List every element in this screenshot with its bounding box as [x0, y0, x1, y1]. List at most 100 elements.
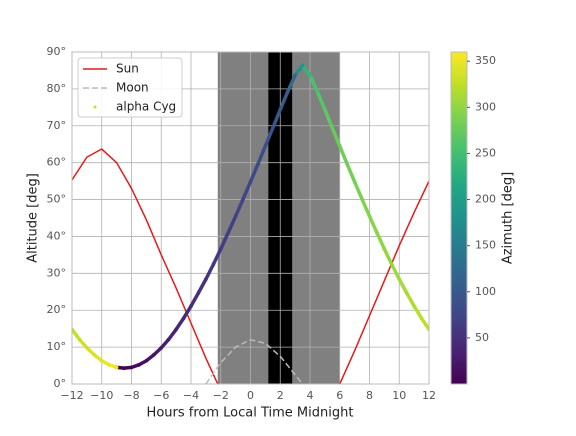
scatter-point: [360, 197, 364, 201]
y-tick-label: 80°: [47, 82, 67, 95]
y-tick-label: 10°: [47, 340, 67, 353]
connector: [285, 73, 297, 94]
scatter-point: [397, 277, 402, 282]
scatter-point: [189, 304, 193, 308]
colorbar-tick-label: 350: [475, 54, 496, 67]
connector: [345, 162, 357, 184]
legend-label: Sun: [116, 62, 139, 76]
connector: [174, 316, 186, 332]
x-tick-label: −4: [183, 389, 199, 402]
connector: [159, 337, 171, 350]
x-tick-label: 6: [336, 389, 343, 402]
overlay: 0° 10° 20° 30° 40° 50° 60° 70° 80° 90° −12 −10 −8 −6 −…: [47, 45, 497, 402]
connector: [404, 291, 416, 308]
x-tick-label: 2: [277, 389, 284, 402]
scatter-point: [122, 366, 126, 370]
y-tick-label: 30°: [47, 266, 67, 279]
y-tick-label: 50°: [47, 193, 67, 206]
connector: [367, 214, 379, 235]
scatter-point: [263, 144, 268, 148]
x-tick-label: 4: [307, 389, 314, 402]
connector: [181, 304, 193, 321]
scatter-point: [308, 73, 312, 78]
scatter-point: [337, 144, 342, 148]
colorbar-tick-label: 100: [475, 285, 496, 298]
x-tick-label: −8: [123, 389, 139, 402]
scatter-point: [92, 353, 97, 357]
legend-box: [77, 57, 183, 118]
connector: [248, 162, 260, 184]
scatter-point: [144, 358, 149, 363]
scatter-point: [375, 230, 379, 235]
x-tick-label: −12: [60, 389, 83, 402]
connector: [72, 327, 82, 342]
scatter-point: [226, 230, 230, 235]
scatter-point: [345, 162, 349, 166]
legend-label: Moon: [116, 81, 149, 95]
scatter-point: [196, 291, 201, 295]
connector: [271, 107, 282, 130]
legend-label: alpha Cyg: [116, 100, 176, 114]
scatter-point: [382, 247, 387, 251]
connector: [375, 231, 387, 251]
scatter-point: [412, 304, 416, 308]
scatter-point: [85, 346, 89, 350]
scatter-point: [330, 126, 335, 130]
connector: [219, 231, 230, 251]
connector: [338, 144, 349, 166]
scatter-point: [367, 214, 372, 218]
connector: [308, 73, 320, 94]
connector: [315, 90, 327, 112]
connector: [293, 63, 305, 77]
connector: [241, 180, 253, 201]
connector: [323, 107, 335, 130]
scatter-point: [323, 107, 327, 112]
connector: [196, 277, 208, 295]
y-tick-label: 40°: [47, 229, 67, 242]
series-line: [205, 338, 304, 384]
connector: [226, 214, 238, 235]
connector: [211, 247, 223, 267]
colorbar-tick-label: 300: [475, 100, 496, 113]
colorbar-label: Azimuth [deg]: [501, 172, 516, 264]
scatter-point: [137, 363, 141, 367]
scatter-point: [211, 262, 216, 267]
y-tick-label: 70°: [47, 119, 67, 132]
connector: [263, 126, 275, 148]
plot-area: [72, 52, 429, 384]
scatter-point: [241, 197, 245, 201]
x-axis-label: Hours from Local Time Midnight: [147, 406, 354, 421]
scatter-point: [419, 316, 424, 321]
x-tick-label: −10: [90, 389, 113, 402]
connector: [166, 327, 178, 342]
scatter-point: [152, 353, 156, 357]
colorbar-tick-label: 200: [475, 193, 496, 206]
y-axis-label: Altitude [deg]: [26, 173, 41, 263]
scatter-point: [77, 337, 82, 342]
scatter-point: [293, 73, 297, 78]
scatter-point: [390, 262, 394, 267]
scatter-point: [315, 90, 320, 94]
x-tick-label: 10: [392, 389, 406, 402]
connector: [300, 63, 312, 77]
scatter-point: [218, 247, 223, 251]
connector: [330, 126, 342, 148]
connector: [77, 337, 89, 350]
connector: [352, 180, 364, 201]
scatter-point: [233, 214, 238, 218]
scatter-point: [181, 316, 186, 321]
connector: [412, 304, 424, 321]
colorbar-tick-label: 50: [475, 331, 489, 344]
x-tick-label: 12: [422, 389, 436, 402]
connector: [204, 262, 216, 281]
y-tick-label: 0°: [54, 377, 67, 390]
scatter-point: [285, 90, 290, 94]
scatter-point: [99, 358, 104, 363]
connector: [233, 197, 245, 218]
colorbar: [450, 51, 468, 385]
connector: [189, 291, 201, 308]
colorbar-tick-label: 250: [475, 146, 496, 159]
scatter-point: [300, 63, 305, 68]
connector: [360, 197, 372, 218]
